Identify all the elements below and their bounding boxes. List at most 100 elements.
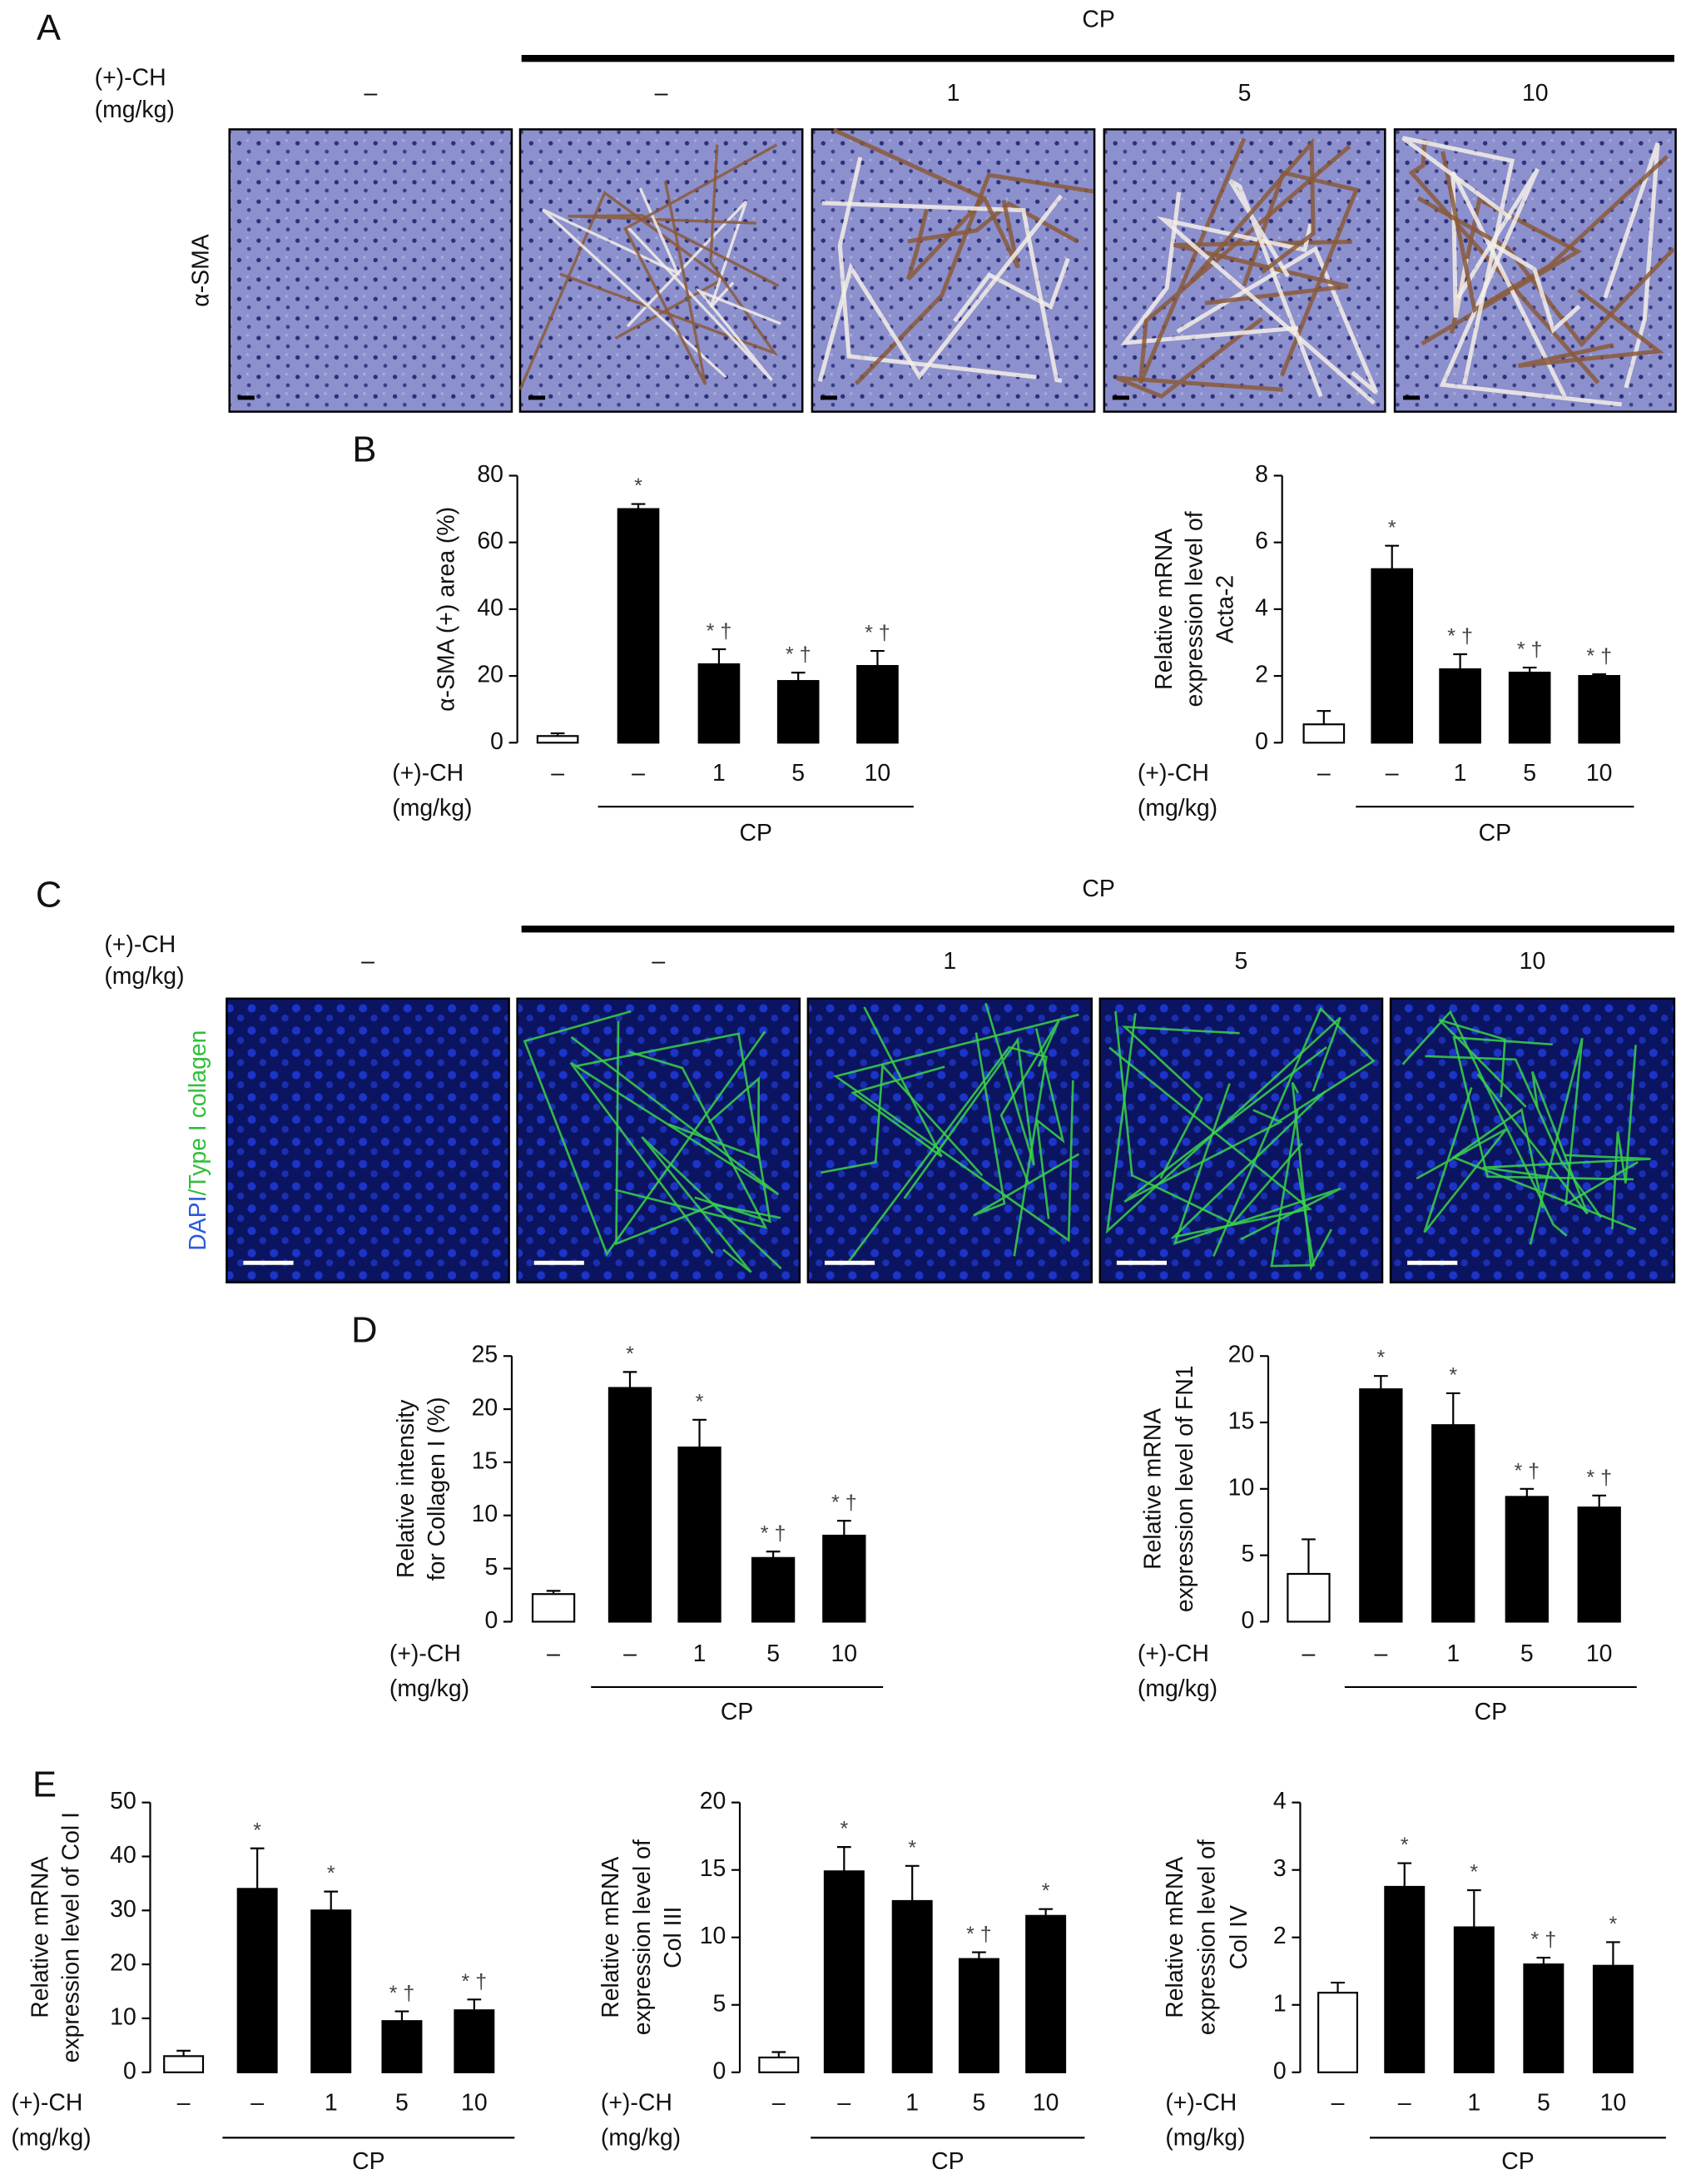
x-tick-label: 1: [712, 760, 726, 787]
tissue-feature: [1114, 1010, 1303, 1225]
x-tick-label: 10: [831, 1640, 858, 1667]
x-label: (+)-CH: [392, 760, 464, 787]
significance-marker: *: [1376, 1347, 1385, 1370]
tissue-feature: [903, 1002, 1035, 1199]
column-label: –: [364, 80, 377, 107]
bar: [1302, 723, 1346, 744]
bar: [1371, 568, 1414, 744]
tissue-feature: [1242, 170, 1360, 377]
bar: [856, 664, 899, 744]
column-label: 10: [1520, 948, 1546, 975]
significance-marker: * †: [1586, 645, 1612, 668]
tissue-feature: [1401, 136, 1515, 385]
significance-marker: * †: [707, 620, 732, 643]
y-tick-label: 3: [1273, 1855, 1287, 1882]
y-tick-label: 25: [472, 1342, 498, 1368]
x-label: (+)-CH: [601, 2090, 672, 2117]
bar: [1025, 1914, 1067, 2073]
bar: [454, 2009, 495, 2073]
error-bar: [771, 2051, 786, 2057]
x-tick-label: 5: [1523, 760, 1536, 787]
x-tick-label: –: [547, 1640, 560, 1667]
tissue-feature: [1416, 1087, 1508, 1233]
tissue-feature: [518, 191, 726, 390]
group-label: CP: [352, 2148, 384, 2175]
panel-label: B: [352, 430, 376, 470]
tissue-feature: [1291, 1082, 1333, 1272]
y-tick-label: 0: [484, 1607, 498, 1634]
micrograph: [516, 997, 801, 1283]
y-tick-label: 15: [1228, 1408, 1255, 1435]
significance-marker: *: [1449, 1363, 1457, 1387]
x-tick-label: 1: [325, 2090, 338, 2117]
error-bar: [467, 1998, 482, 2011]
x-tick-label: 1: [905, 2090, 919, 2117]
x-label: (mg/kg): [95, 97, 175, 123]
tissue-feature: [1518, 288, 1664, 368]
row-label: DAPI/Type I collagen: [184, 1030, 211, 1251]
x-label: (+)-CH: [1138, 1640, 1209, 1667]
error-bar: [1397, 1862, 1412, 1887]
bar: [607, 1387, 652, 1623]
tissue-feature: [1228, 179, 1323, 398]
bar: [236, 1888, 278, 2073]
error-bar: [1592, 673, 1607, 677]
bar: [536, 735, 579, 744]
bar: [958, 1958, 999, 2073]
group-label: CP: [1479, 820, 1511, 846]
bar: [1523, 1963, 1565, 2073]
bar: [1505, 1496, 1549, 1623]
tissue-feature: [832, 127, 1020, 269]
error-bar: [394, 2010, 409, 2022]
y-tick-label: 15: [700, 1855, 726, 1882]
bar: [1508, 672, 1551, 744]
column-label: 1: [943, 948, 956, 975]
tissue-feature: [1189, 137, 1316, 284]
x-tick-label: –: [623, 1640, 637, 1667]
error-bar: [1039, 1908, 1053, 1916]
y-axis-label: α-SMA (+) area (%): [434, 507, 460, 712]
significance-marker: * †: [865, 622, 890, 645]
tissue-feature: [906, 197, 986, 280]
significance-marker: *: [696, 1390, 704, 1413]
significance-marker: * †: [462, 1970, 488, 1993]
error-bar: [631, 503, 646, 509]
significance-marker: * †: [1531, 1928, 1557, 1952]
panel-label: D: [351, 1310, 377, 1350]
x-tick-label: 1: [1467, 2090, 1480, 2117]
error-bar: [622, 1371, 637, 1388]
bar: [751, 1556, 796, 1623]
x-label: (mg/kg): [1138, 1675, 1217, 1702]
bar: [1578, 675, 1621, 744]
error-bar: [1373, 1375, 1388, 1390]
significance-marker: * †: [1514, 1459, 1540, 1482]
x-tick-label: 5: [973, 2090, 986, 2117]
x-tick-label: 1: [1454, 760, 1467, 787]
column-label: 5: [1235, 948, 1248, 975]
x-tick-label: 5: [1537, 2090, 1550, 2117]
y-tick-label: 0: [1255, 728, 1268, 755]
error-bar: [1331, 1981, 1345, 1993]
y-axis-label: Acta-2: [1212, 575, 1238, 643]
error-bar: [1536, 1956, 1551, 1965]
tissue-feature: [626, 225, 781, 381]
significance-marker: *: [1388, 516, 1396, 539]
y-tick-label: 5: [1241, 1541, 1254, 1567]
significance-marker: *: [1042, 1879, 1050, 1903]
error-bar: [1520, 1487, 1535, 1497]
significance-marker: *: [840, 1818, 848, 1841]
micrograph: [1098, 997, 1384, 1283]
x-tick-label: –: [772, 2090, 786, 2117]
error-bar: [692, 1418, 707, 1448]
tissue-feature: [615, 1020, 781, 1246]
group-label: CP: [1475, 1699, 1507, 1725]
x-tick-label: –: [632, 760, 645, 787]
x-label: (mg/kg): [1138, 795, 1217, 821]
tissue-feature: [1491, 242, 1581, 335]
error-bar: [836, 1846, 851, 1872]
y-tick-label: 8: [1255, 461, 1268, 488]
tissue-feature: [542, 187, 727, 379]
y-tick-label: 40: [477, 594, 503, 621]
tissue-feature: [622, 143, 778, 385]
